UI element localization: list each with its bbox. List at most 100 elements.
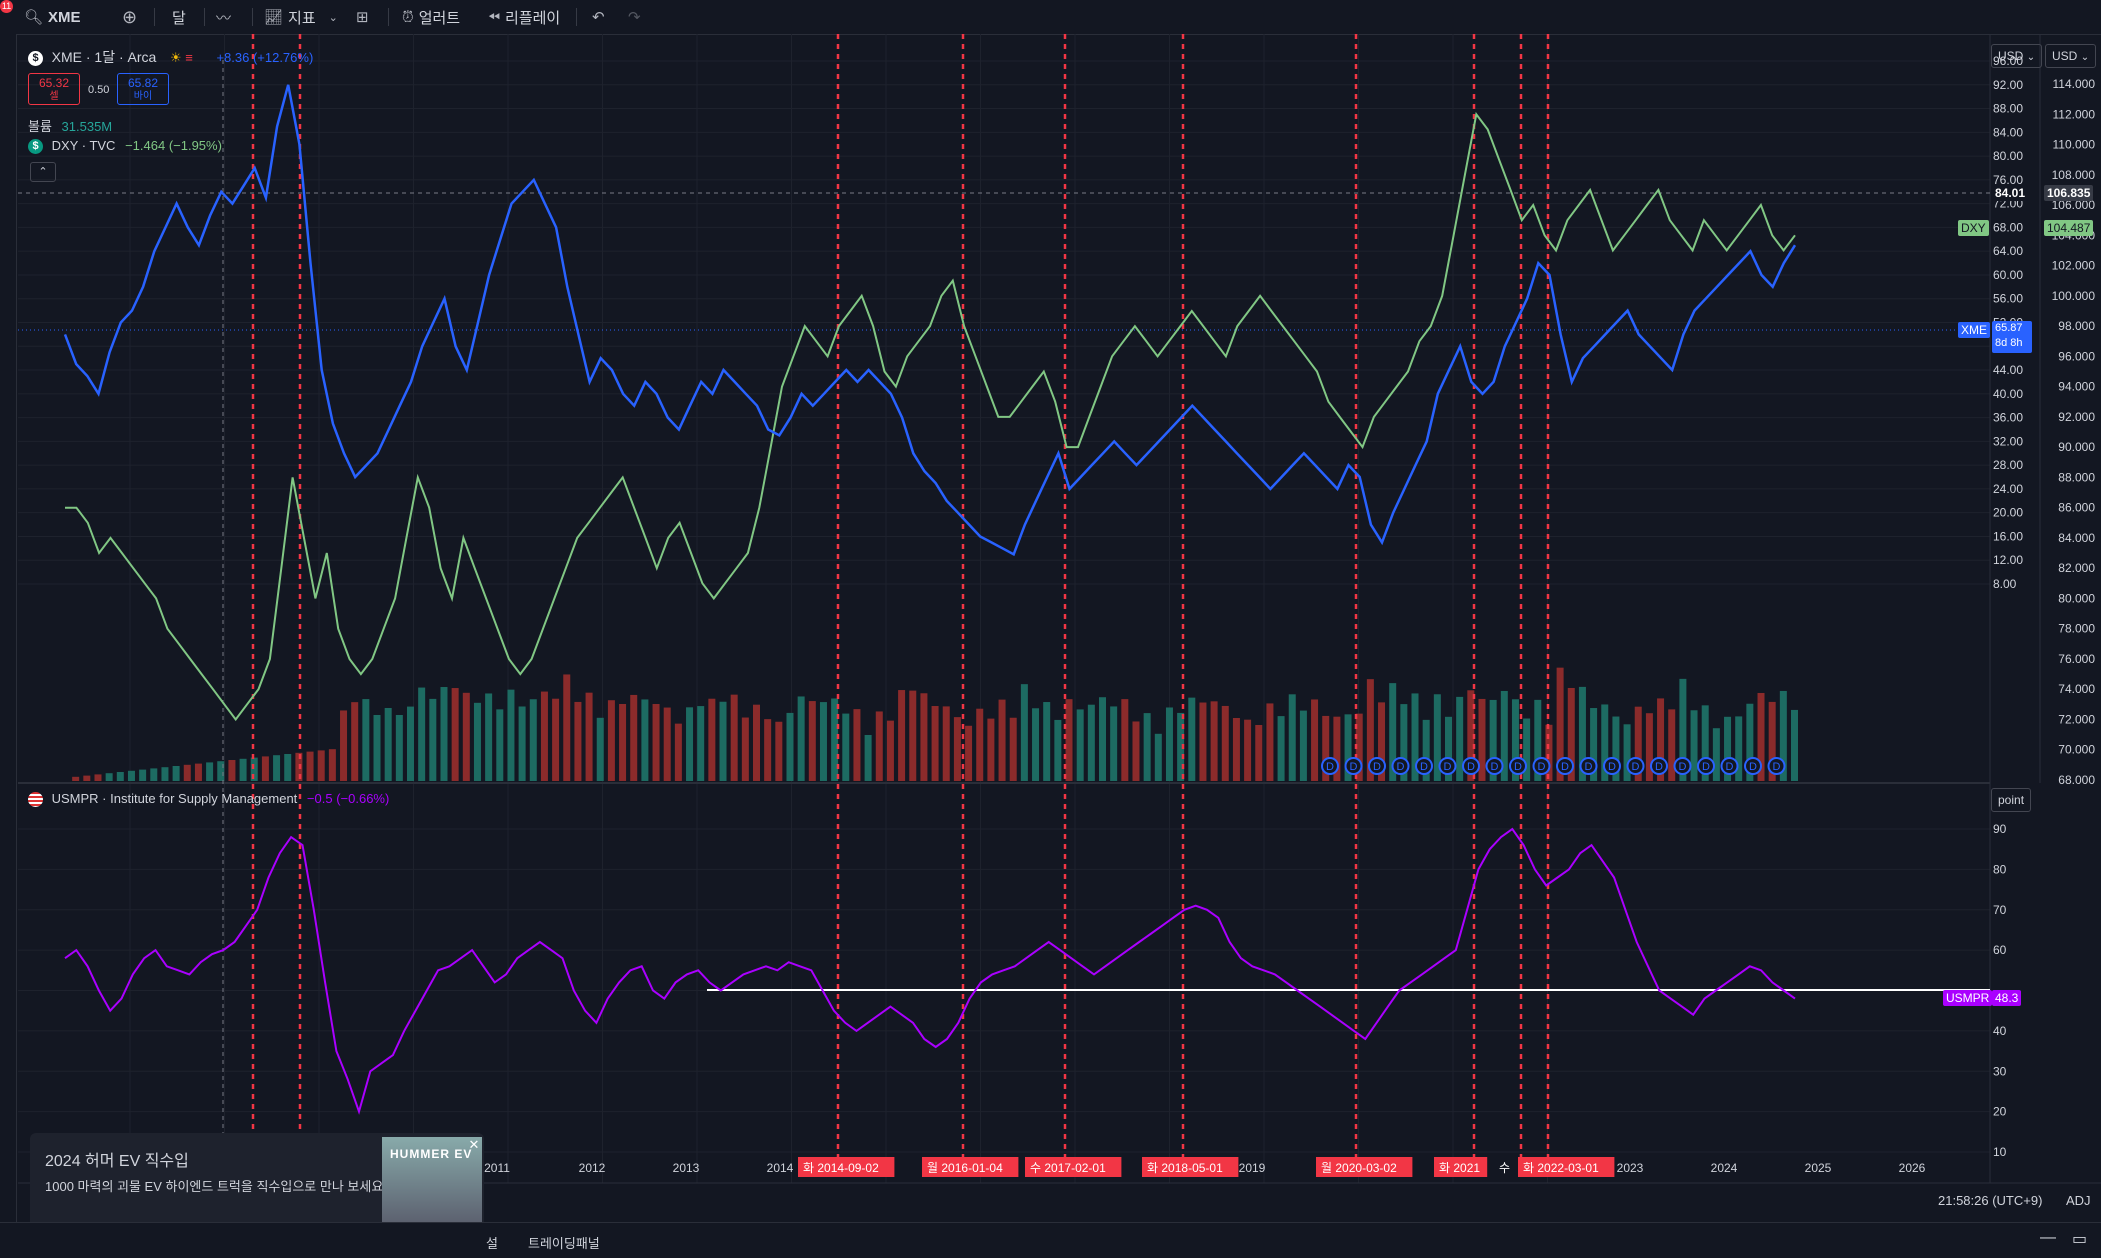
lower-scale-select[interactable]: point	[1991, 788, 2032, 812]
sell-button[interactable]: 65.32 셀	[28, 73, 80, 105]
buy-button[interactable]: 65.82 바이	[117, 73, 169, 105]
dividend-marker	[1462, 757, 1480, 775]
volume-bar	[898, 690, 906, 781]
volume-bar	[485, 693, 493, 781]
ad-image[interactable]: HUMMER EV	[382, 1137, 482, 1237]
volume-bar	[808, 701, 816, 781]
collapse-legend-button[interactable]: ⌃	[30, 162, 56, 182]
search-icon: 🔍︎	[24, 9, 44, 26]
volume-bar	[1389, 683, 1397, 781]
volume-bar	[239, 758, 247, 781]
volume-bar	[1009, 717, 1017, 781]
volume-bar	[172, 766, 180, 781]
tab-trading-panel[interactable]: 트레이딩패널	[528, 1236, 600, 1251]
volume-bar	[1210, 701, 1218, 781]
dividend-marker-label: D	[1561, 761, 1569, 773]
alerts-button[interactable]: ⏰︎ 얼러트	[402, 7, 460, 27]
volume-bar	[1623, 724, 1631, 781]
redo-button[interactable]: ↷	[628, 7, 641, 27]
right-scale-label: 68.000	[2058, 773, 2095, 787]
right-scale-label: 78.000	[2058, 622, 2095, 636]
event-lines	[251, 34, 1550, 1160]
compare-add-button[interactable]: ⊕	[122, 7, 137, 27]
clock-time[interactable]: 21:58:26 (UTC+9)	[1938, 1193, 2043, 1208]
chevron-down-icon[interactable]: ⌄	[328, 11, 338, 24]
minimize-icon[interactable]: —	[2040, 1229, 2056, 1246]
line-chart-icon: 〰	[216, 9, 232, 27]
volume-bar	[931, 706, 939, 781]
volume-bar	[94, 774, 102, 781]
volume-bar	[440, 687, 448, 781]
event-date-label: 월 2016-01-04	[922, 1157, 1019, 1177]
volume-bar	[362, 699, 370, 781]
volume-bar	[697, 706, 705, 781]
event-date-bg	[1518, 1157, 1615, 1177]
volume-bar	[1244, 719, 1252, 781]
event-date-label: 월 2020-03-02	[1316, 1157, 1413, 1177]
rewind-icon: ⏪︎	[488, 8, 501, 26]
dxy-legend[interactable]: $ DXY · TVC −1.464 (−1.95%)	[28, 138, 222, 155]
layout-templates-button[interactable]: ⊞	[356, 7, 369, 27]
dividend-marker-label: D	[1679, 761, 1687, 773]
volume-bar	[1701, 705, 1709, 781]
dxy-symbol: DXY · TVC	[51, 138, 116, 153]
left-scale-label: 96.00	[1993, 54, 2023, 68]
usmpr-symbol: USMPR · Institute for Supply Management	[51, 791, 298, 806]
tab-prefix[interactable]: 설	[486, 1236, 498, 1251]
replay-button[interactable]: ⏪︎ 리플레이	[488, 7, 560, 27]
left-scale-label: 92.00	[1993, 78, 2023, 92]
dividend-marker	[1438, 757, 1457, 775]
left-scale-label: 44.00	[1993, 363, 2023, 377]
volume-bar	[842, 713, 850, 781]
right-currency-value: USD	[2052, 49, 2078, 63]
volume-bar	[1266, 703, 1274, 781]
right-currency-select[interactable]: USD ⌄	[2045, 44, 2097, 68]
ad-brand-logo: HUMMER EV	[390, 1147, 473, 1161]
volume-bar	[83, 775, 91, 781]
volume-bar	[1578, 686, 1586, 781]
volume-bar	[1132, 721, 1140, 781]
volume-bar	[273, 755, 281, 781]
lower-scale-label: 70	[1993, 903, 2007, 917]
volume-bar	[641, 699, 649, 781]
left-currency-select[interactable]: USD ⌄	[1991, 44, 2043, 68]
volume-bar	[1735, 716, 1743, 781]
left-scale-label: 88.00	[1993, 102, 2023, 116]
left-scale-label: 64.00	[1993, 244, 2023, 258]
adjust-button[interactable]: ADJ	[2066, 1193, 2091, 1208]
volume-bar	[306, 751, 314, 781]
maximize-icon[interactable]: ▭	[2072, 1231, 2088, 1248]
volume-bar	[1746, 703, 1754, 781]
toolbar-divider	[388, 8, 389, 26]
chevron-down-icon: ⌄	[2080, 52, 2090, 63]
market-status-icon: ☀	[169, 50, 182, 65]
main-series-legend[interactable]: $ XME · 1달 · Arca ☀ ≡ +8.36 (+12.76%)	[28, 47, 313, 67]
undo-button[interactable]: ↶	[592, 7, 605, 27]
left-currency-value: USD	[1998, 49, 2024, 63]
xme-series-line	[63, 84, 1797, 557]
volume-bar	[1277, 716, 1285, 781]
volume-bar	[1165, 707, 1173, 781]
right-scale-label: 106.000	[2052, 198, 2096, 212]
chart-type-button[interactable]: 〰	[216, 7, 231, 27]
volume-bar	[719, 701, 727, 781]
dividend-marker	[1626, 757, 1645, 775]
event-date-label: 화 2022-03-01	[1518, 1157, 1615, 1177]
replay-label: 리플레이	[505, 9, 561, 27]
interval-button[interactable]: 달	[172, 9, 186, 27]
indicators-button[interactable]: 📈︎ 지표 ⌄	[264, 7, 338, 27]
volume-bar	[1489, 699, 1497, 781]
indicators-label: 지표	[288, 9, 316, 27]
dividend-marker	[1673, 757, 1692, 775]
dividend-marker	[1391, 757, 1410, 775]
close-icon[interactable]: ✕	[468, 1137, 480, 1152]
usmpr-legend[interactable]: USMPR · Institute for Supply Management …	[28, 791, 389, 808]
dollar-symbol-icon: $	[28, 51, 43, 67]
volume-bar	[775, 721, 783, 781]
notification-badge[interactable]: 11	[0, 0, 13, 13]
symbol-search-button[interactable]: 🔍︎ XME	[24, 7, 81, 27]
volume-legend[interactable]: 볼륨 31.535M	[28, 116, 112, 135]
volume-bar	[1232, 718, 1240, 781]
